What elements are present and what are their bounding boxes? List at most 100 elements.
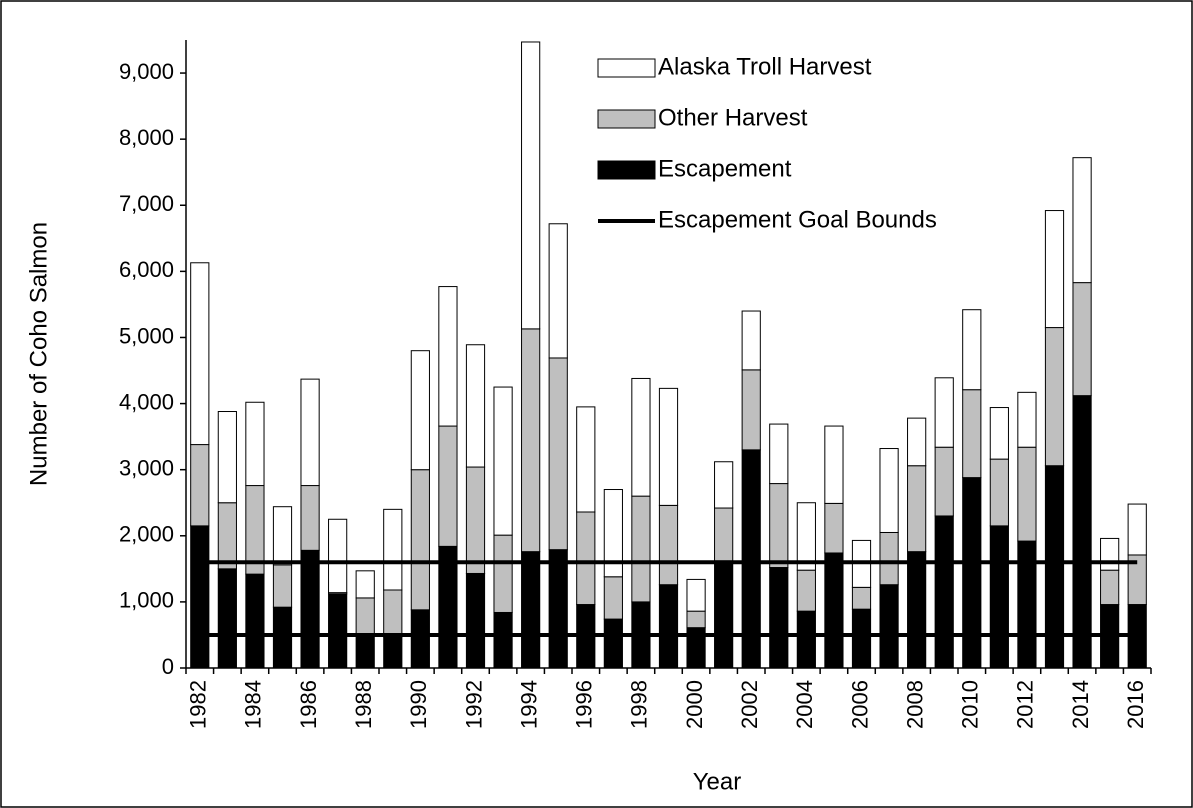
bar-segment <box>410 609 430 669</box>
x-tick-label: 2016 <box>1123 680 1148 729</box>
bar-segment <box>989 458 1009 527</box>
bar-segment <box>907 551 927 669</box>
bar-segment <box>465 466 486 574</box>
bar-segment <box>1072 157 1092 284</box>
bar-segment <box>851 586 872 610</box>
bar-segment <box>769 567 789 669</box>
bar-segment <box>328 593 348 669</box>
bar-segment <box>355 597 375 635</box>
bar-segment <box>355 570 375 599</box>
x-tick-label: 1986 <box>296 680 321 729</box>
bar-segment <box>521 41 541 330</box>
bar-segment <box>1044 210 1065 329</box>
bar-segment <box>493 534 513 613</box>
bar-segment <box>548 223 568 359</box>
y-tick-label: 3,000 <box>119 455 174 480</box>
x-tick-label: 2004 <box>792 680 817 729</box>
bar-segment <box>272 606 293 669</box>
x-tick-label: 1982 <box>186 680 211 729</box>
bar-segment <box>190 525 210 669</box>
bar-segment <box>714 461 734 509</box>
legend-label: Escapement <box>658 155 792 182</box>
bar-segment <box>190 444 210 527</box>
bar-segment <box>824 502 844 554</box>
bar-segment <box>521 551 541 669</box>
bar-segment <box>438 425 458 547</box>
x-axis-title: Year <box>693 768 742 795</box>
bar-segment <box>686 578 706 612</box>
bar-segment <box>714 560 734 669</box>
bar-segment <box>383 589 403 638</box>
bar-segment <box>410 350 430 471</box>
bar-segment <box>190 262 210 446</box>
x-tick-label: 2010 <box>958 680 983 729</box>
bar-segment <box>383 508 403 591</box>
legend-swatch <box>597 160 656 180</box>
x-tick-label: 1984 <box>241 680 266 729</box>
bar-segment <box>438 545 458 669</box>
bar-segment <box>465 344 486 468</box>
bar-segment <box>741 369 761 451</box>
bar-segment <box>1100 569 1120 606</box>
bar-segment <box>245 573 265 669</box>
bar-segment <box>686 610 706 629</box>
bar-segment <box>328 518 348 594</box>
y-tick-label: 1,000 <box>119 588 174 613</box>
bar-segment <box>1017 540 1037 669</box>
y-axis-title: Number of Coho Salmon <box>25 222 52 486</box>
bar-segment <box>769 423 789 485</box>
x-tick-label: 1992 <box>461 680 486 729</box>
bar-segment <box>934 377 954 448</box>
bar-segment <box>824 552 844 669</box>
bar-segment <box>272 564 293 608</box>
bar-segment <box>493 386 513 536</box>
x-tick-label: 1988 <box>351 680 376 729</box>
bar-segment <box>493 611 513 669</box>
bar-segment <box>603 576 623 620</box>
bar-segment <box>658 584 679 669</box>
bar-segment <box>1100 537 1120 571</box>
bar-segment <box>1072 395 1092 669</box>
bar-segment <box>300 378 320 487</box>
y-tick-label: 0 <box>162 654 174 679</box>
bar-segment <box>548 357 568 551</box>
bar-segment <box>603 618 623 669</box>
y-tick-label: 4,000 <box>119 389 174 414</box>
x-tick-label: 2012 <box>1013 680 1038 729</box>
bar-segment <box>658 387 679 506</box>
bar-segment <box>1017 391 1037 448</box>
bar-segment <box>1044 327 1065 467</box>
bar-segment <box>907 465 927 553</box>
y-tick-label: 8,000 <box>119 125 174 150</box>
y-tick-label: 9,000 <box>119 59 174 84</box>
legend-swatch <box>597 109 656 129</box>
bar-segment <box>245 401 265 487</box>
bar-segment <box>1127 503 1147 556</box>
y-tick-label: 5,000 <box>119 323 174 348</box>
bar-segment <box>300 485 320 551</box>
bar-segment <box>410 469 430 611</box>
x-tick-label: 2014 <box>1068 680 1093 729</box>
x-tick-label: 1994 <box>516 680 541 729</box>
bar-segment <box>851 608 872 669</box>
bar-segment <box>796 502 816 571</box>
bar-segment <box>438 286 458 427</box>
bar-segment <box>796 610 816 669</box>
bar-segment <box>217 411 237 504</box>
bar-segment <box>1044 465 1065 669</box>
bar-segment <box>1072 282 1092 397</box>
bar-segment <box>714 507 734 562</box>
x-tick-label: 1990 <box>406 680 431 729</box>
legend-label: Escapement Goal Bounds <box>658 206 937 233</box>
bar-segment <box>879 448 899 533</box>
bar-segment <box>962 389 982 479</box>
bar-segment <box>465 572 486 669</box>
bar-segment <box>658 504 679 586</box>
bar-segment <box>383 636 403 669</box>
y-tick-label: 7,000 <box>119 191 174 216</box>
legend-swatch <box>597 58 656 78</box>
bar-segment <box>217 568 237 669</box>
bar-segment <box>576 511 596 606</box>
bar-segment <box>272 506 293 566</box>
